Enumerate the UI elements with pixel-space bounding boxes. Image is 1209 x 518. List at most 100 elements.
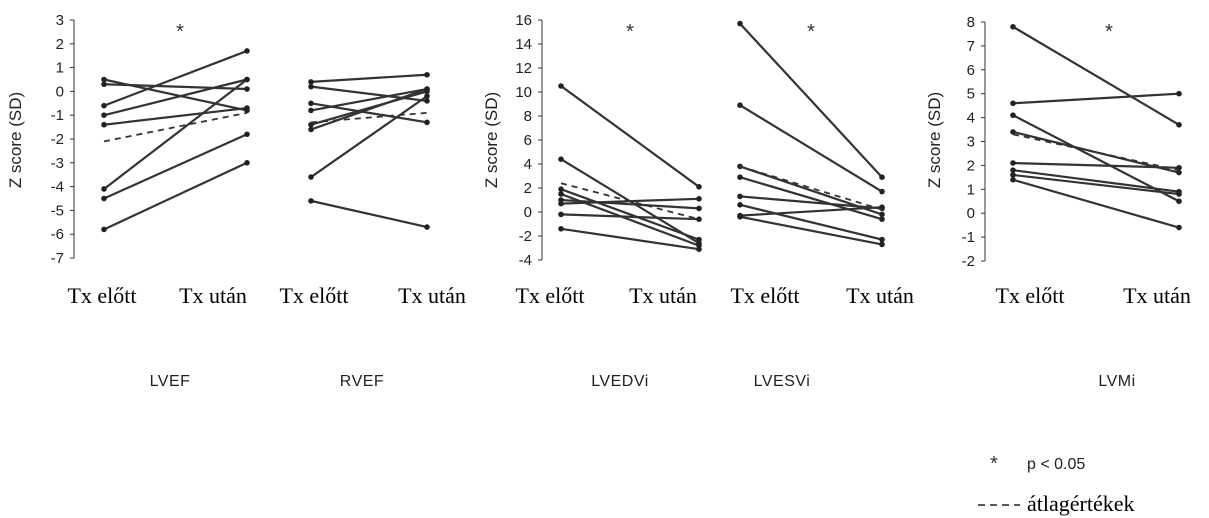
series-line: [103, 161, 248, 231]
data-point: [424, 71, 430, 78]
data-point: [424, 119, 430, 126]
data-point: [737, 102, 743, 108]
series-line: [1012, 130, 1180, 174]
series-line: [560, 198, 700, 210]
data-point: [308, 79, 314, 85]
series-line: [739, 176, 883, 221]
series-line: [103, 78, 248, 190]
y-tick-label: 0: [967, 205, 975, 222]
y-tick-label: 8: [967, 14, 975, 31]
data-point: [1176, 198, 1182, 205]
x-label-lvedvi-after: Tx után: [629, 283, 697, 308]
series-line: [1012, 25, 1180, 126]
y-axis-label: Z score (SD): [925, 92, 944, 188]
series-line: [1012, 92, 1180, 105]
x-label-rvef-after: Tx után: [398, 283, 466, 308]
panel-label-lvef: LVEF: [150, 373, 191, 390]
series-line: [310, 199, 428, 229]
data-point: [558, 186, 564, 192]
data-point: [737, 20, 743, 27]
series-line: [739, 215, 883, 246]
data-point: [1010, 172, 1016, 178]
data-point: [1176, 224, 1182, 231]
data-point: [101, 195, 107, 202]
y-axis-label: Z score (SD): [6, 92, 25, 188]
series-line: [1012, 169, 1180, 193]
series-line: [739, 206, 883, 217]
series-line: [1012, 178, 1180, 229]
y-tick-label: 6: [967, 62, 975, 79]
y-tick-label: -2: [962, 253, 975, 270]
data-point: [244, 86, 250, 92]
data-point: [424, 98, 430, 104]
data-point: [308, 121, 314, 128]
series-line: [310, 90, 428, 126]
data-point: [696, 196, 702, 202]
y-tick-label: 7: [967, 38, 975, 55]
data-point: [308, 126, 314, 133]
mean-line: [560, 182, 700, 221]
y-tick-label: -1: [51, 107, 64, 124]
series-line: [739, 195, 883, 210]
y-tick-label: -5: [51, 202, 64, 219]
significance-star-lvedvi: *: [626, 21, 634, 43]
data-point: [879, 174, 885, 180]
y-tick-label: -4: [519, 252, 532, 269]
data-point: [101, 102, 107, 109]
series-line: [103, 133, 248, 200]
data-point: [424, 93, 430, 99]
y-tick-label: 16: [515, 12, 532, 29]
y-axis-lvedvi: Z score (SD): [482, 20, 543, 260]
significance-star-lvesvi: *: [807, 21, 815, 43]
x-label-lvesvi-after: Tx után: [846, 283, 914, 308]
data-point: [1010, 167, 1016, 173]
series-line: [310, 95, 428, 178]
data-point: [879, 241, 885, 248]
y-tick-label: 4: [524, 156, 532, 173]
data-point: [308, 83, 314, 90]
data-point: [308, 198, 314, 204]
data-point: [696, 216, 702, 222]
x-label-lvedvi-before: Tx előtt: [515, 283, 584, 308]
data-point: [1176, 121, 1182, 128]
data-point: [101, 76, 107, 83]
y-tick-label: 6: [524, 132, 532, 149]
series-line: [103, 106, 248, 126]
data-point: [1176, 191, 1182, 197]
x-label-lvmi-after: Tx után: [1123, 283, 1191, 308]
series-line: [560, 85, 700, 188]
data-point: [1010, 160, 1016, 166]
data-point: [696, 236, 702, 243]
series-line: [739, 104, 883, 193]
data-point: [1010, 100, 1016, 107]
y-tick-label: 4: [967, 110, 975, 127]
x-label-lvmi-before: Tx előtt: [995, 283, 1064, 308]
x-label-lvef-before: Tx előtt: [67, 283, 136, 308]
data-point: [1176, 90, 1182, 97]
y-tick-label: -3: [51, 155, 64, 172]
series-line: [103, 78, 248, 117]
data-point: [558, 226, 564, 232]
data-point: [308, 174, 314, 180]
y-tick-label: -1: [962, 229, 975, 246]
y-tick-label: 12: [515, 60, 532, 77]
series-line: [103, 49, 248, 107]
y-tick-label: 3: [967, 134, 975, 151]
data-point: [696, 246, 702, 252]
mean-line: [310, 111, 428, 124]
data-point: [101, 81, 107, 88]
significance-star-lvmi: *: [1105, 21, 1113, 43]
data-point: [1176, 169, 1182, 176]
y-tick-label: 5: [967, 86, 975, 103]
y-tick-label: -4: [51, 179, 64, 196]
data-point: [101, 121, 107, 128]
data-point: [244, 131, 250, 138]
series-line: [310, 73, 428, 83]
panel-label-lvesvi: LVESVi: [754, 373, 811, 390]
panel-label-lvmi: LVMi: [1098, 373, 1135, 390]
data-point: [1010, 23, 1016, 30]
data-point: [308, 100, 314, 107]
data-point: [1010, 176, 1016, 183]
series-line: [103, 83, 248, 91]
